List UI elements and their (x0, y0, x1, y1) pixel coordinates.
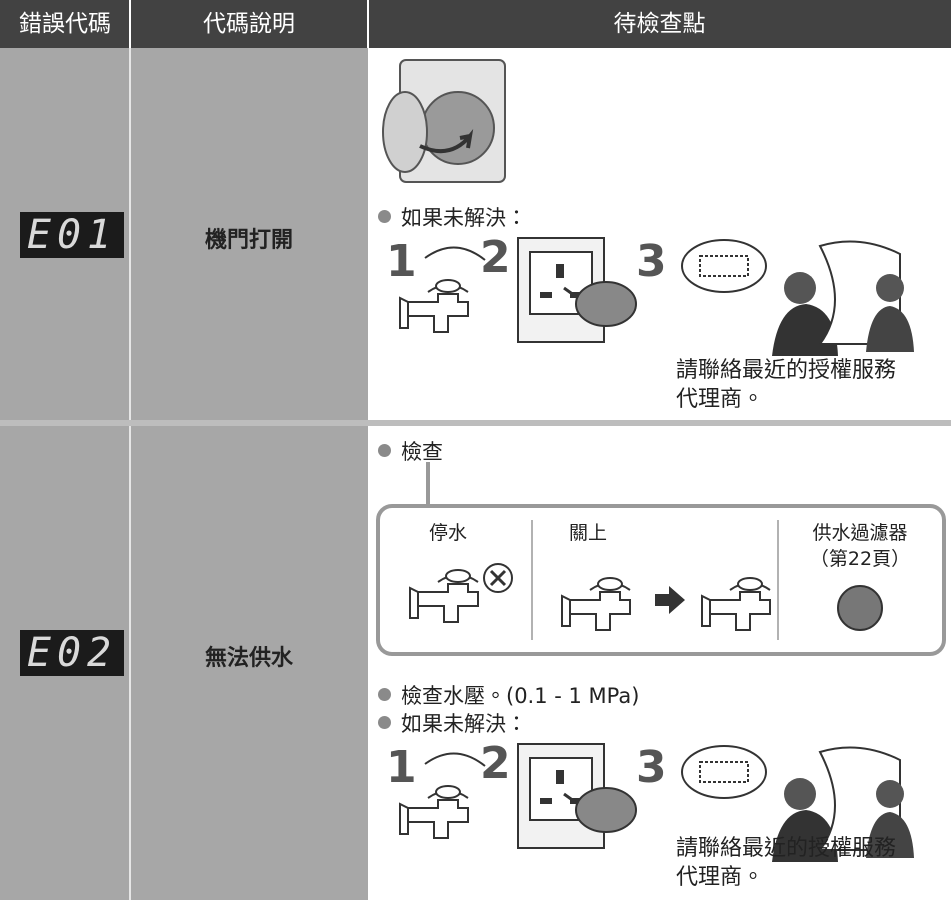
step-number: 1 (386, 236, 417, 287)
check-label: 關上 (568, 522, 607, 544)
header-cell: 錯誤代碼 (19, 11, 111, 37)
bullet-text: 如果未解決： (378, 708, 527, 738)
step-number: 1 (386, 742, 417, 793)
washer-door (382, 91, 428, 173)
step-number: 3 (636, 742, 667, 793)
bullet-text: 檢查 (378, 436, 443, 466)
contact-text: 請聯絡最近的授權服務代理商。 (676, 836, 897, 890)
bullet-text: 檢查水壓。(0.1 - 1 MPa) (378, 680, 639, 710)
service-illustration (681, 239, 915, 357)
filter-icon (837, 585, 883, 631)
arrow (419, 129, 474, 154)
tap-illustration (399, 279, 469, 333)
header-cell: 代碼說明 (203, 11, 295, 37)
next-arrow (655, 586, 685, 614)
washer-drum (421, 91, 495, 165)
error-code: E02 (20, 630, 124, 676)
step-number: 3 (636, 236, 667, 287)
check-label: 停水 (428, 522, 467, 544)
contact-text: 請聯絡最近的授權服務代理商。 (676, 358, 897, 412)
header-cell: 待檢查點 (613, 11, 706, 37)
step-number: 2 (480, 232, 511, 283)
bullet-text: 如果未解決： (378, 202, 527, 232)
socket-illustration (516, 742, 638, 850)
socket-illustration (516, 236, 638, 344)
tap-illustration (399, 785, 469, 839)
code-column (0, 48, 368, 900)
turn-arrow (424, 246, 486, 261)
check-box (376, 504, 946, 656)
step-number: 2 (480, 738, 511, 789)
code-description: 無法供水 (204, 646, 293, 671)
check-label: 供水過濾器 (812, 522, 908, 544)
cross (489, 569, 507, 587)
row-divider (0, 420, 951, 426)
error-code: E01 (20, 212, 124, 258)
turn-arrow (424, 752, 486, 767)
check-note: （第22頁） (809, 548, 911, 570)
code-description: 機門打開 (204, 228, 293, 253)
header-bar (0, 0, 951, 48)
